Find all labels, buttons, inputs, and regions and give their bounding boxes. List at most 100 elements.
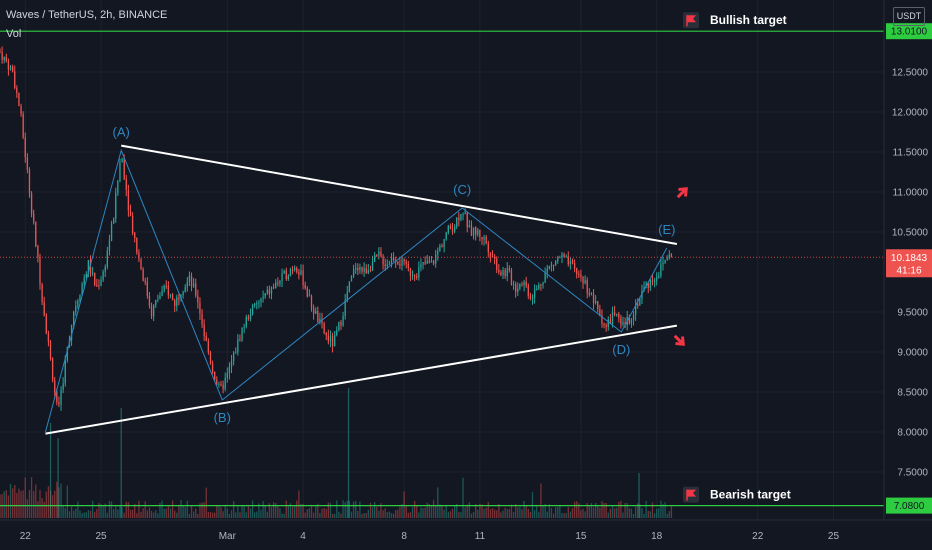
volume-bar — [117, 509, 119, 518]
volume-bar — [161, 500, 163, 518]
volume-bar — [504, 507, 506, 518]
volume-bar — [519, 506, 521, 518]
candle-body — [230, 361, 233, 367]
volume-bar — [561, 513, 563, 518]
candle-body — [384, 264, 386, 267]
volume-bar — [329, 502, 332, 518]
volume-bar — [199, 503, 201, 518]
volume-bar — [237, 506, 239, 518]
candle-body — [355, 268, 357, 270]
candle-body — [1, 52, 3, 61]
bullish-target-price-tag: 13.0100 — [891, 27, 928, 38]
candle-body — [272, 287, 275, 289]
volume-bar — [169, 508, 172, 518]
candle-body — [435, 254, 437, 264]
currency-button[interactable]: USDT — [893, 7, 925, 26]
candle-body — [523, 281, 525, 286]
candle-body — [432, 260, 435, 264]
volume-bar — [411, 507, 414, 518]
candle-body — [60, 389, 62, 405]
volume-bar — [89, 510, 92, 518]
volume-bar — [397, 509, 399, 518]
volume-bar — [369, 502, 372, 518]
candle-body — [100, 279, 102, 286]
symbol-title[interactable]: Waves / TetherUS, 2h, BINANCE — [6, 9, 168, 21]
candle-body — [508, 268, 511, 271]
candle-body — [458, 217, 460, 221]
volume-bar — [203, 502, 205, 518]
volume-bar — [342, 500, 344, 518]
volume-bar — [546, 511, 548, 518]
volume-bar — [357, 510, 359, 518]
candle-body — [294, 267, 296, 271]
volume-bar — [180, 500, 182, 518]
volume-bar — [100, 504, 102, 518]
volume-bar — [3, 491, 5, 518]
candle-body — [529, 295, 532, 299]
candle-body — [237, 339, 239, 353]
volume-bar — [110, 501, 113, 518]
candle-body — [605, 325, 607, 327]
candle-body — [207, 341, 210, 353]
volume-bar — [435, 505, 437, 518]
volume-bar — [298, 490, 300, 518]
candle-body — [125, 179, 127, 191]
volume-bar — [155, 510, 157, 518]
candle-body — [382, 256, 384, 265]
candle-body — [117, 180, 119, 193]
volume-bar — [555, 507, 557, 518]
candle-body — [70, 324, 73, 340]
candle-body — [94, 273, 96, 285]
volume-bar — [597, 505, 599, 518]
bearish-target-flag-icon — [683, 486, 699, 503]
volume-bar — [403, 491, 405, 518]
volume-bar — [611, 506, 614, 518]
candle-body — [321, 318, 323, 324]
candle-body — [634, 304, 637, 315]
arrow-head — [675, 336, 685, 346]
volume-bar — [24, 477, 26, 518]
candle-body — [399, 263, 401, 266]
volume-bar — [308, 508, 311, 518]
candle-body — [483, 237, 485, 240]
candle-body — [243, 326, 245, 328]
candle-body — [144, 280, 146, 282]
time-axis[interactable]: 22 25 Mar 4 8 11 15 18 22 25 — [20, 531, 840, 542]
candle-body — [409, 268, 412, 276]
volume-bar — [571, 508, 574, 518]
volume-bar — [159, 502, 161, 518]
volume-bar — [285, 500, 287, 518]
volume-bar — [275, 503, 277, 518]
volume-bar — [315, 505, 317, 518]
volume-bar — [62, 504, 64, 518]
y-tick-label: 11.0000 — [893, 188, 929, 199]
last-price-tag: 10.1843 — [891, 253, 928, 264]
candle-body — [397, 261, 399, 264]
candle-body — [447, 226, 449, 233]
candle-body — [315, 310, 317, 314]
candle-body — [557, 257, 559, 261]
bullish-target-flag-icon — [683, 12, 699, 29]
candle-body — [190, 275, 193, 287]
candle-body — [260, 298, 262, 303]
candle-body — [37, 246, 39, 258]
candlesticks — [0, 46, 673, 411]
volume-indicator-label[interactable]: Vol — [6, 28, 22, 40]
arrow-shaft — [676, 188, 687, 199]
x-tick-label: 22 — [20, 531, 32, 542]
candle-body — [620, 317, 622, 325]
price-axis[interactable]: 12.5000 12.0000 11.5000 11.0000 10.5000 9.500… — [892, 68, 929, 479]
y-tick-label: 8.0000 — [897, 428, 928, 439]
volume-bar — [258, 503, 260, 518]
volume-bar — [479, 504, 481, 518]
candle-body — [624, 322, 626, 326]
candle-body — [102, 271, 104, 280]
candle-body — [129, 210, 132, 217]
candle-body — [479, 229, 481, 237]
candle-body — [373, 255, 376, 262]
volume-bar — [7, 495, 10, 518]
volume-bar — [190, 505, 193, 518]
volume-bar — [85, 512, 87, 518]
y-tick-label: 10.5000 — [892, 228, 929, 239]
